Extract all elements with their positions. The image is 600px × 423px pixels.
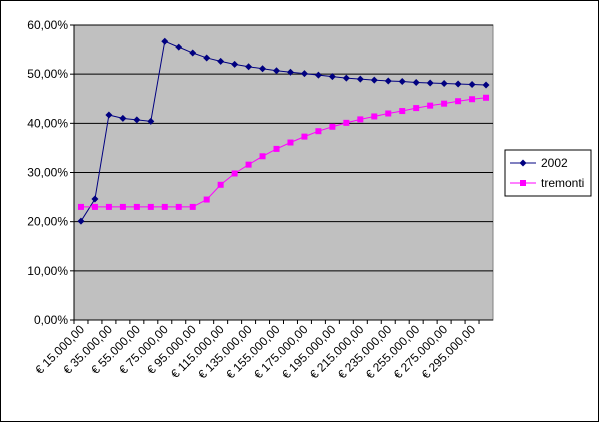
marker — [203, 54, 211, 62]
marker — [469, 96, 476, 103]
marker — [119, 114, 127, 122]
marker — [147, 203, 154, 210]
y-tick-label: 60,00% — [27, 18, 68, 32]
marker — [482, 81, 490, 89]
marker — [455, 98, 462, 105]
marker — [357, 116, 364, 123]
marker — [231, 170, 238, 177]
marker — [175, 203, 182, 210]
legend-marker — [520, 180, 526, 186]
marker — [384, 77, 392, 85]
marker — [468, 80, 476, 88]
marker — [245, 161, 252, 168]
marker — [203, 196, 210, 203]
marker — [77, 217, 85, 225]
marker — [356, 75, 364, 83]
legend-box — [504, 149, 592, 197]
marker — [427, 102, 434, 109]
marker — [441, 100, 448, 107]
y-tick-label: 50,00% — [27, 67, 68, 81]
marker — [399, 108, 406, 115]
marker — [343, 119, 350, 126]
marker — [301, 133, 308, 140]
marker — [286, 68, 294, 76]
marker — [483, 94, 490, 101]
marker — [440, 80, 448, 88]
marker — [273, 145, 280, 152]
y-tick-label: 30,00% — [27, 166, 68, 180]
marker — [371, 113, 378, 120]
marker — [329, 123, 336, 130]
marker — [217, 181, 224, 188]
marker — [314, 71, 322, 79]
marker — [328, 73, 336, 81]
marker — [133, 203, 140, 210]
marker — [413, 105, 420, 112]
marker — [189, 203, 196, 210]
marker — [189, 49, 197, 57]
marker — [426, 79, 434, 87]
marker — [161, 37, 169, 45]
y-tick-label: 10,00% — [27, 264, 68, 278]
marker — [77, 203, 84, 210]
marker — [259, 153, 266, 160]
marker — [161, 203, 168, 210]
marker — [231, 60, 239, 68]
marker — [245, 63, 253, 71]
marker — [287, 139, 294, 146]
marker — [133, 116, 141, 124]
marker — [105, 203, 112, 210]
marker — [217, 57, 225, 65]
marker — [454, 80, 462, 88]
marker — [175, 43, 183, 51]
y-tick-label: 20,00% — [27, 215, 68, 229]
legend-marker — [519, 159, 527, 167]
marker — [119, 203, 126, 210]
marker — [91, 195, 99, 203]
marker — [342, 74, 350, 82]
marker — [147, 117, 155, 125]
marker — [315, 128, 322, 135]
y-tick-label: 40,00% — [27, 116, 68, 130]
marker — [370, 76, 378, 84]
y-tick-label: 0,00% — [34, 313, 68, 327]
marker — [300, 70, 308, 78]
marker — [91, 203, 98, 210]
legend-label: tremonti — [541, 176, 584, 190]
marker — [105, 111, 113, 119]
marker — [259, 65, 267, 73]
marker — [398, 78, 406, 86]
legend-label: 2002 — [541, 156, 568, 170]
marker — [412, 79, 420, 87]
marker — [273, 67, 281, 75]
marker — [385, 110, 392, 117]
